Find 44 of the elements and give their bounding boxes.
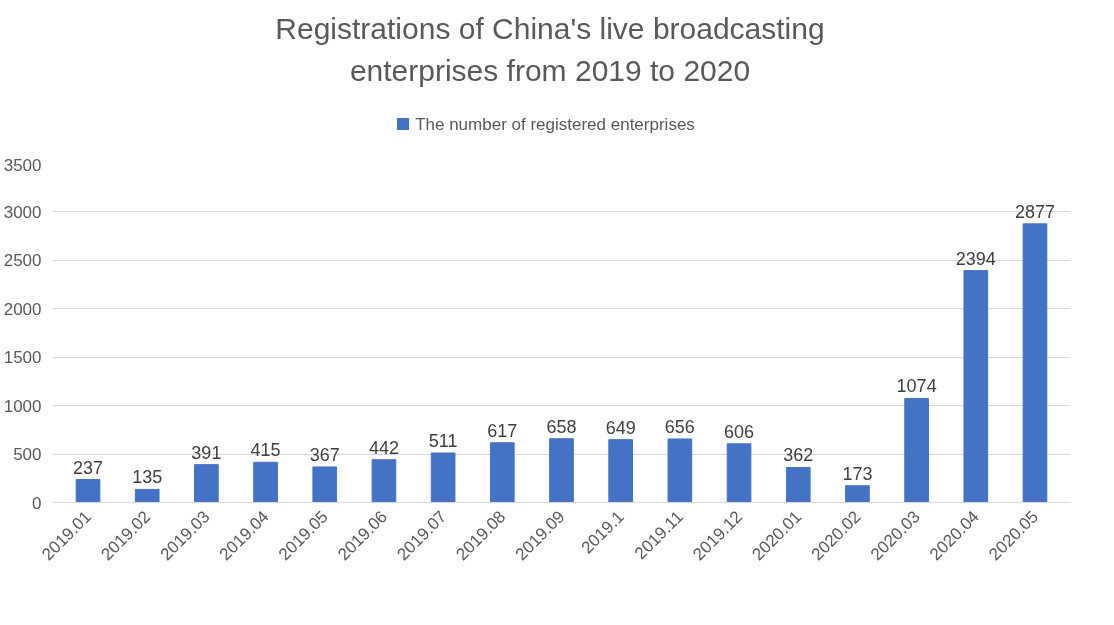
y-tick-label: 1000 bbox=[3, 396, 42, 416]
bar bbox=[489, 442, 515, 503]
y-tick-label: 3500 bbox=[3, 155, 42, 175]
data-label: 173 bbox=[842, 463, 873, 484]
data-label: 135 bbox=[132, 467, 163, 488]
legend-label: The number of registered enterprises bbox=[415, 115, 695, 134]
data-label: 391 bbox=[191, 442, 222, 463]
data-label: 237 bbox=[73, 457, 104, 478]
bar bbox=[1022, 223, 1048, 503]
y-tick-label: 2500 bbox=[3, 251, 42, 271]
bar bbox=[75, 479, 101, 503]
data-label: 658 bbox=[546, 416, 577, 437]
data-label: 511 bbox=[428, 431, 458, 452]
bar bbox=[608, 439, 634, 503]
bar bbox=[371, 459, 397, 503]
chart-title: Registrations of China's live broadcasting enterprises from 2019 to 2020 bbox=[274, 11, 826, 89]
data-label: 415 bbox=[250, 440, 281, 461]
data-label: 2877 bbox=[1014, 201, 1056, 222]
bar bbox=[194, 464, 219, 503]
bar bbox=[549, 438, 574, 503]
y-tick-label: 2000 bbox=[3, 299, 42, 319]
data-label: 442 bbox=[368, 437, 399, 458]
bar bbox=[134, 488, 160, 503]
bar bbox=[253, 461, 278, 503]
y-tick-label: 1500 bbox=[3, 348, 42, 368]
bar bbox=[963, 270, 989, 503]
data-label: 2394 bbox=[955, 248, 996, 269]
data-label: 1074 bbox=[896, 376, 937, 397]
y-tick-label: 500 bbox=[13, 445, 42, 465]
data-label: 617 bbox=[487, 420, 518, 441]
bar bbox=[312, 466, 338, 503]
bar bbox=[904, 397, 929, 503]
data-label: 656 bbox=[664, 416, 695, 437]
bar bbox=[785, 466, 811, 503]
bar bbox=[430, 452, 456, 503]
y-tick-label: 3000 bbox=[3, 202, 42, 222]
y-tick-label: 0 bbox=[32, 493, 42, 513]
bar bbox=[845, 485, 870, 503]
data-label: 367 bbox=[309, 444, 340, 465]
bar bbox=[667, 438, 693, 503]
data-label: 649 bbox=[605, 417, 636, 438]
bar bbox=[726, 443, 752, 503]
data-label: 606 bbox=[724, 421, 755, 442]
data-label: 362 bbox=[783, 445, 814, 466]
